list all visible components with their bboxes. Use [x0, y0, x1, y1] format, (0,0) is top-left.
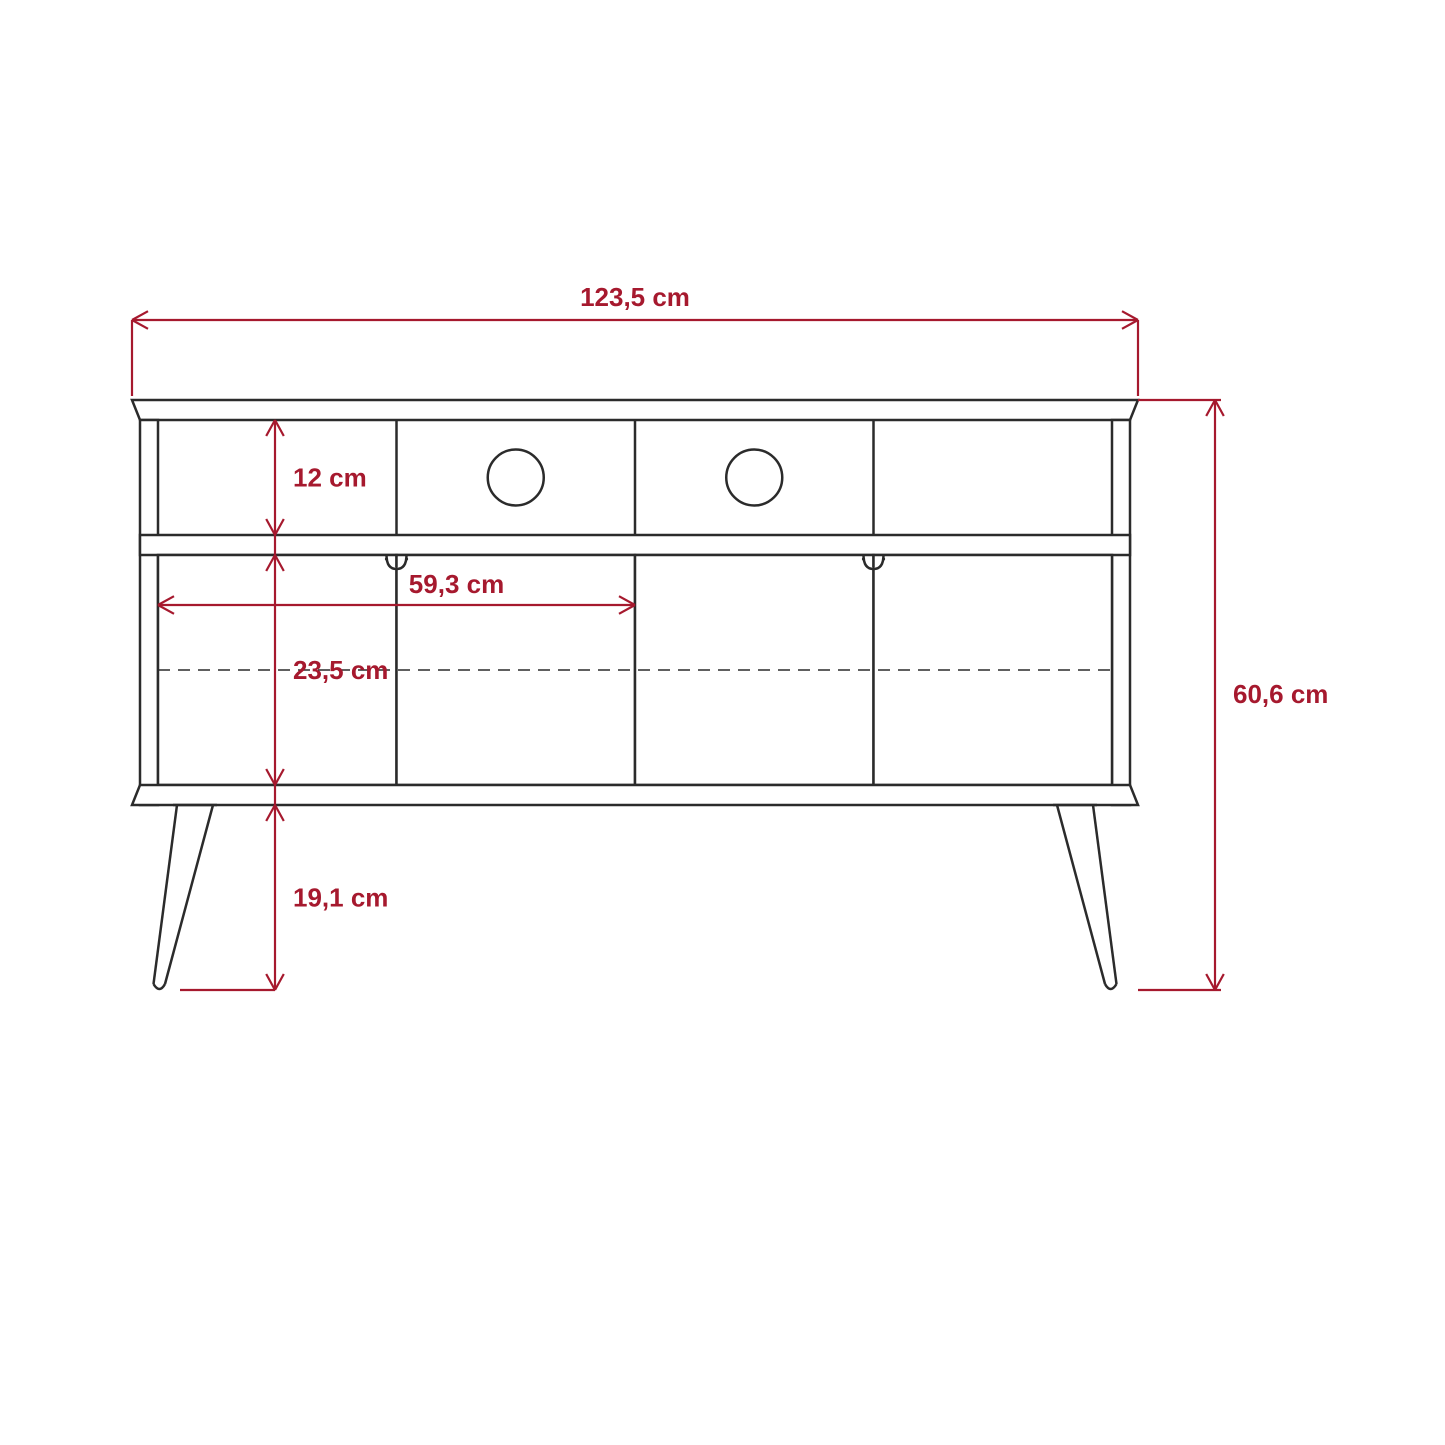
dim-door-height: 23,5 cm — [293, 655, 388, 685]
cable-hole-right — [726, 450, 782, 506]
hairpin-leg — [1053, 805, 1117, 989]
dim-total-width: 123,5 cm — [580, 282, 690, 312]
dim-leg-height: 19,1 cm — [293, 883, 388, 913]
dimension-drawing: 123,5 cm 60,6 cm 12 cm 23,5 cm 19,1 cm 59,3 c… — [0, 0, 1445, 1445]
dim-total-height: 60,6 cm — [1233, 679, 1328, 709]
furniture-body — [132, 400, 1138, 989]
dim-shelf-height: 12 cm — [293, 463, 367, 493]
hairpin-leg — [154, 805, 218, 989]
cable-hole-left — [488, 450, 544, 506]
dim-door-width: 59,3 cm — [409, 569, 504, 599]
